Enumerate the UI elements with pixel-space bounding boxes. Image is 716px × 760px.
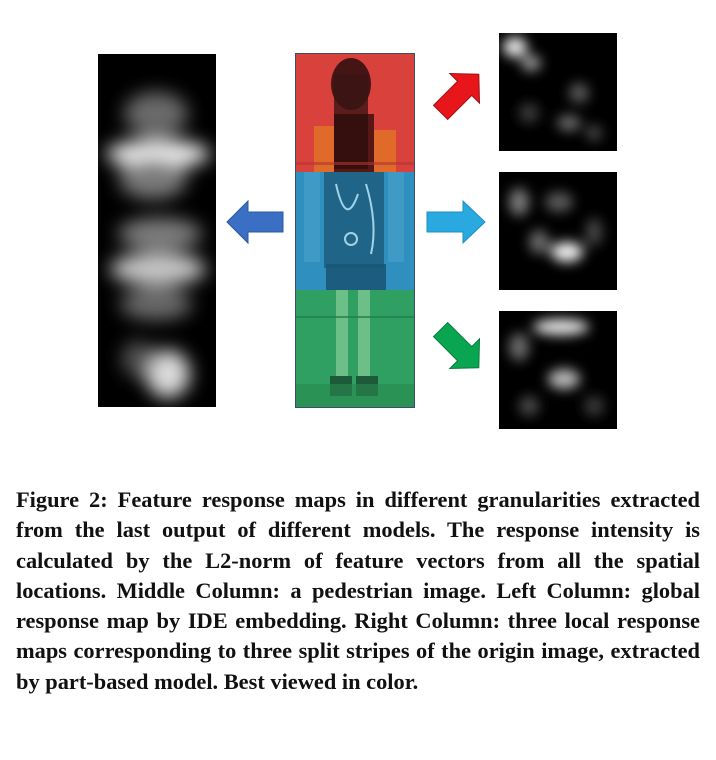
local-response-map-middle <box>499 172 617 290</box>
global-response-map <box>98 54 216 407</box>
pedestrian-image <box>295 53 415 408</box>
figure-caption: Figure 2: Feature response maps in diffe… <box>16 485 700 697</box>
local-response-map-top <box>499 33 617 151</box>
arrow-down-right-icon <box>431 320 487 376</box>
arrow-up-right-icon <box>431 66 487 122</box>
arrow-right-icon <box>426 199 486 245</box>
arrow-left-icon <box>226 199 284 245</box>
figure-label: Figure 2: <box>16 487 108 512</box>
local-response-map-bottom <box>499 311 617 429</box>
figure-caption-text: Feature response maps in different granu… <box>16 487 700 694</box>
